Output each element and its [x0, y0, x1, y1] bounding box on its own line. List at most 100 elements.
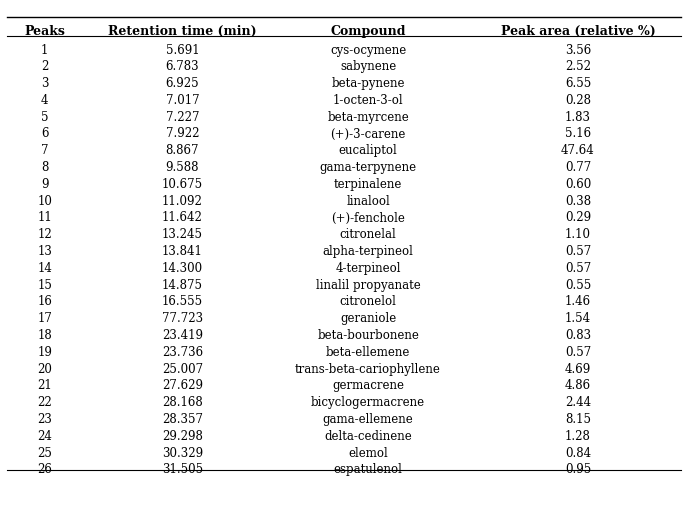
- Text: 2.52: 2.52: [565, 60, 591, 73]
- Text: Retention time (min): Retention time (min): [108, 25, 257, 37]
- Text: trans-beta-cariophyllene: trans-beta-cariophyllene: [295, 362, 441, 376]
- Text: 1-octen-3-ol: 1-octen-3-ol: [333, 94, 403, 107]
- Text: 23.419: 23.419: [162, 329, 203, 342]
- Text: 0.60: 0.60: [565, 178, 591, 191]
- Text: linalool: linalool: [346, 195, 390, 208]
- Text: 1.10: 1.10: [565, 228, 591, 241]
- Text: 24: 24: [37, 430, 52, 443]
- Text: 10: 10: [37, 195, 52, 208]
- Text: 18: 18: [37, 329, 52, 342]
- Text: espatulenol: espatulenol: [334, 463, 402, 476]
- Text: 10.675: 10.675: [162, 178, 203, 191]
- Text: 11.092: 11.092: [162, 195, 203, 208]
- Text: bicyclogermacrene: bicyclogermacrene: [311, 396, 425, 409]
- Text: 6.925: 6.925: [166, 77, 199, 90]
- Text: 25: 25: [37, 446, 52, 460]
- Text: 11.642: 11.642: [162, 211, 203, 224]
- Text: 8.15: 8.15: [565, 413, 591, 426]
- Text: 22: 22: [37, 396, 52, 409]
- Text: (+)-fenchole: (+)-fenchole: [331, 211, 405, 224]
- Text: 0.28: 0.28: [565, 94, 591, 107]
- Text: beta-myrcene: beta-myrcene: [327, 111, 409, 124]
- Text: 14.875: 14.875: [162, 279, 203, 292]
- Text: 6.783: 6.783: [166, 60, 199, 73]
- Text: alpha-terpineol: alpha-terpineol: [323, 245, 413, 258]
- Text: 14: 14: [37, 262, 52, 275]
- Text: sabynene: sabynene: [340, 60, 396, 73]
- Text: citronelol: citronelol: [340, 295, 396, 308]
- Text: 0.83: 0.83: [565, 329, 591, 342]
- Text: 4: 4: [41, 94, 48, 107]
- Text: citronelal: citronelal: [340, 228, 396, 241]
- Text: 20: 20: [37, 362, 52, 376]
- Text: 4.69: 4.69: [565, 362, 591, 376]
- Text: germacrene: germacrene: [332, 379, 404, 392]
- Text: 2: 2: [41, 60, 48, 73]
- Text: 13: 13: [37, 245, 52, 258]
- Text: 1.83: 1.83: [565, 111, 591, 124]
- Text: beta-pynene: beta-pynene: [332, 77, 405, 90]
- Text: terpinalene: terpinalene: [334, 178, 402, 191]
- Text: 47.64: 47.64: [561, 144, 595, 157]
- Text: 0.57: 0.57: [565, 245, 591, 258]
- Text: 19: 19: [37, 346, 52, 359]
- Text: 0.55: 0.55: [565, 279, 591, 292]
- Text: 0.38: 0.38: [565, 195, 591, 208]
- Text: 28.357: 28.357: [162, 413, 203, 426]
- Text: 6: 6: [41, 127, 48, 140]
- Text: 13.245: 13.245: [162, 228, 203, 241]
- Text: 3: 3: [41, 77, 48, 90]
- Text: 16.555: 16.555: [162, 295, 203, 308]
- Text: 0.77: 0.77: [565, 161, 591, 174]
- Text: eucaliptol: eucaliptol: [338, 144, 398, 157]
- Text: 0.95: 0.95: [565, 463, 591, 476]
- Text: Compound: Compound: [330, 25, 406, 37]
- Text: 2.44: 2.44: [565, 396, 591, 409]
- Text: linalil propyanate: linalil propyanate: [316, 279, 420, 292]
- Text: 0.29: 0.29: [565, 211, 591, 224]
- Text: delta-cedinene: delta-cedinene: [324, 430, 412, 443]
- Text: 16: 16: [37, 295, 52, 308]
- Text: 12: 12: [37, 228, 52, 241]
- Text: 0.57: 0.57: [565, 262, 591, 275]
- Text: 7: 7: [41, 144, 48, 157]
- Text: 28.168: 28.168: [162, 396, 203, 409]
- Text: 30.329: 30.329: [162, 446, 203, 460]
- Text: 5: 5: [41, 111, 48, 124]
- Text: gama-terpynene: gama-terpynene: [319, 161, 417, 174]
- Text: 1.46: 1.46: [565, 295, 591, 308]
- Text: Peaks: Peaks: [24, 25, 65, 37]
- Text: 1.54: 1.54: [565, 312, 591, 325]
- Text: 25.007: 25.007: [162, 362, 203, 376]
- Text: 17: 17: [37, 312, 52, 325]
- Text: 8.867: 8.867: [166, 144, 199, 157]
- Text: 4.86: 4.86: [565, 379, 591, 392]
- Text: 21: 21: [37, 379, 52, 392]
- Text: 26: 26: [37, 463, 52, 476]
- Text: 7.922: 7.922: [166, 127, 199, 140]
- Text: 3.56: 3.56: [565, 44, 591, 56]
- Text: 14.300: 14.300: [162, 262, 203, 275]
- Text: 7.017: 7.017: [166, 94, 199, 107]
- Text: 11: 11: [37, 211, 52, 224]
- Text: geraniole: geraniole: [340, 312, 396, 325]
- Text: 13.841: 13.841: [162, 245, 203, 258]
- Text: (+)-3-carene: (+)-3-carene: [330, 127, 406, 140]
- Text: Peak area (relative %): Peak area (relative %): [501, 25, 655, 37]
- Text: 77.723: 77.723: [162, 312, 203, 325]
- Text: elemol: elemol: [348, 446, 388, 460]
- Text: 5.16: 5.16: [565, 127, 591, 140]
- Text: 27.629: 27.629: [162, 379, 203, 392]
- Text: gama-ellemene: gama-ellemene: [323, 413, 413, 426]
- Text: 7.227: 7.227: [166, 111, 199, 124]
- Text: 0.57: 0.57: [565, 346, 591, 359]
- Text: 0.84: 0.84: [565, 446, 591, 460]
- Text: 31.505: 31.505: [162, 463, 203, 476]
- Text: 23.736: 23.736: [162, 346, 203, 359]
- Text: 1: 1: [41, 44, 48, 56]
- Text: 29.298: 29.298: [162, 430, 203, 443]
- Text: 1.28: 1.28: [565, 430, 591, 443]
- Text: 5.691: 5.691: [166, 44, 199, 56]
- Text: 9: 9: [41, 178, 48, 191]
- Text: 4-terpineol: 4-terpineol: [335, 262, 401, 275]
